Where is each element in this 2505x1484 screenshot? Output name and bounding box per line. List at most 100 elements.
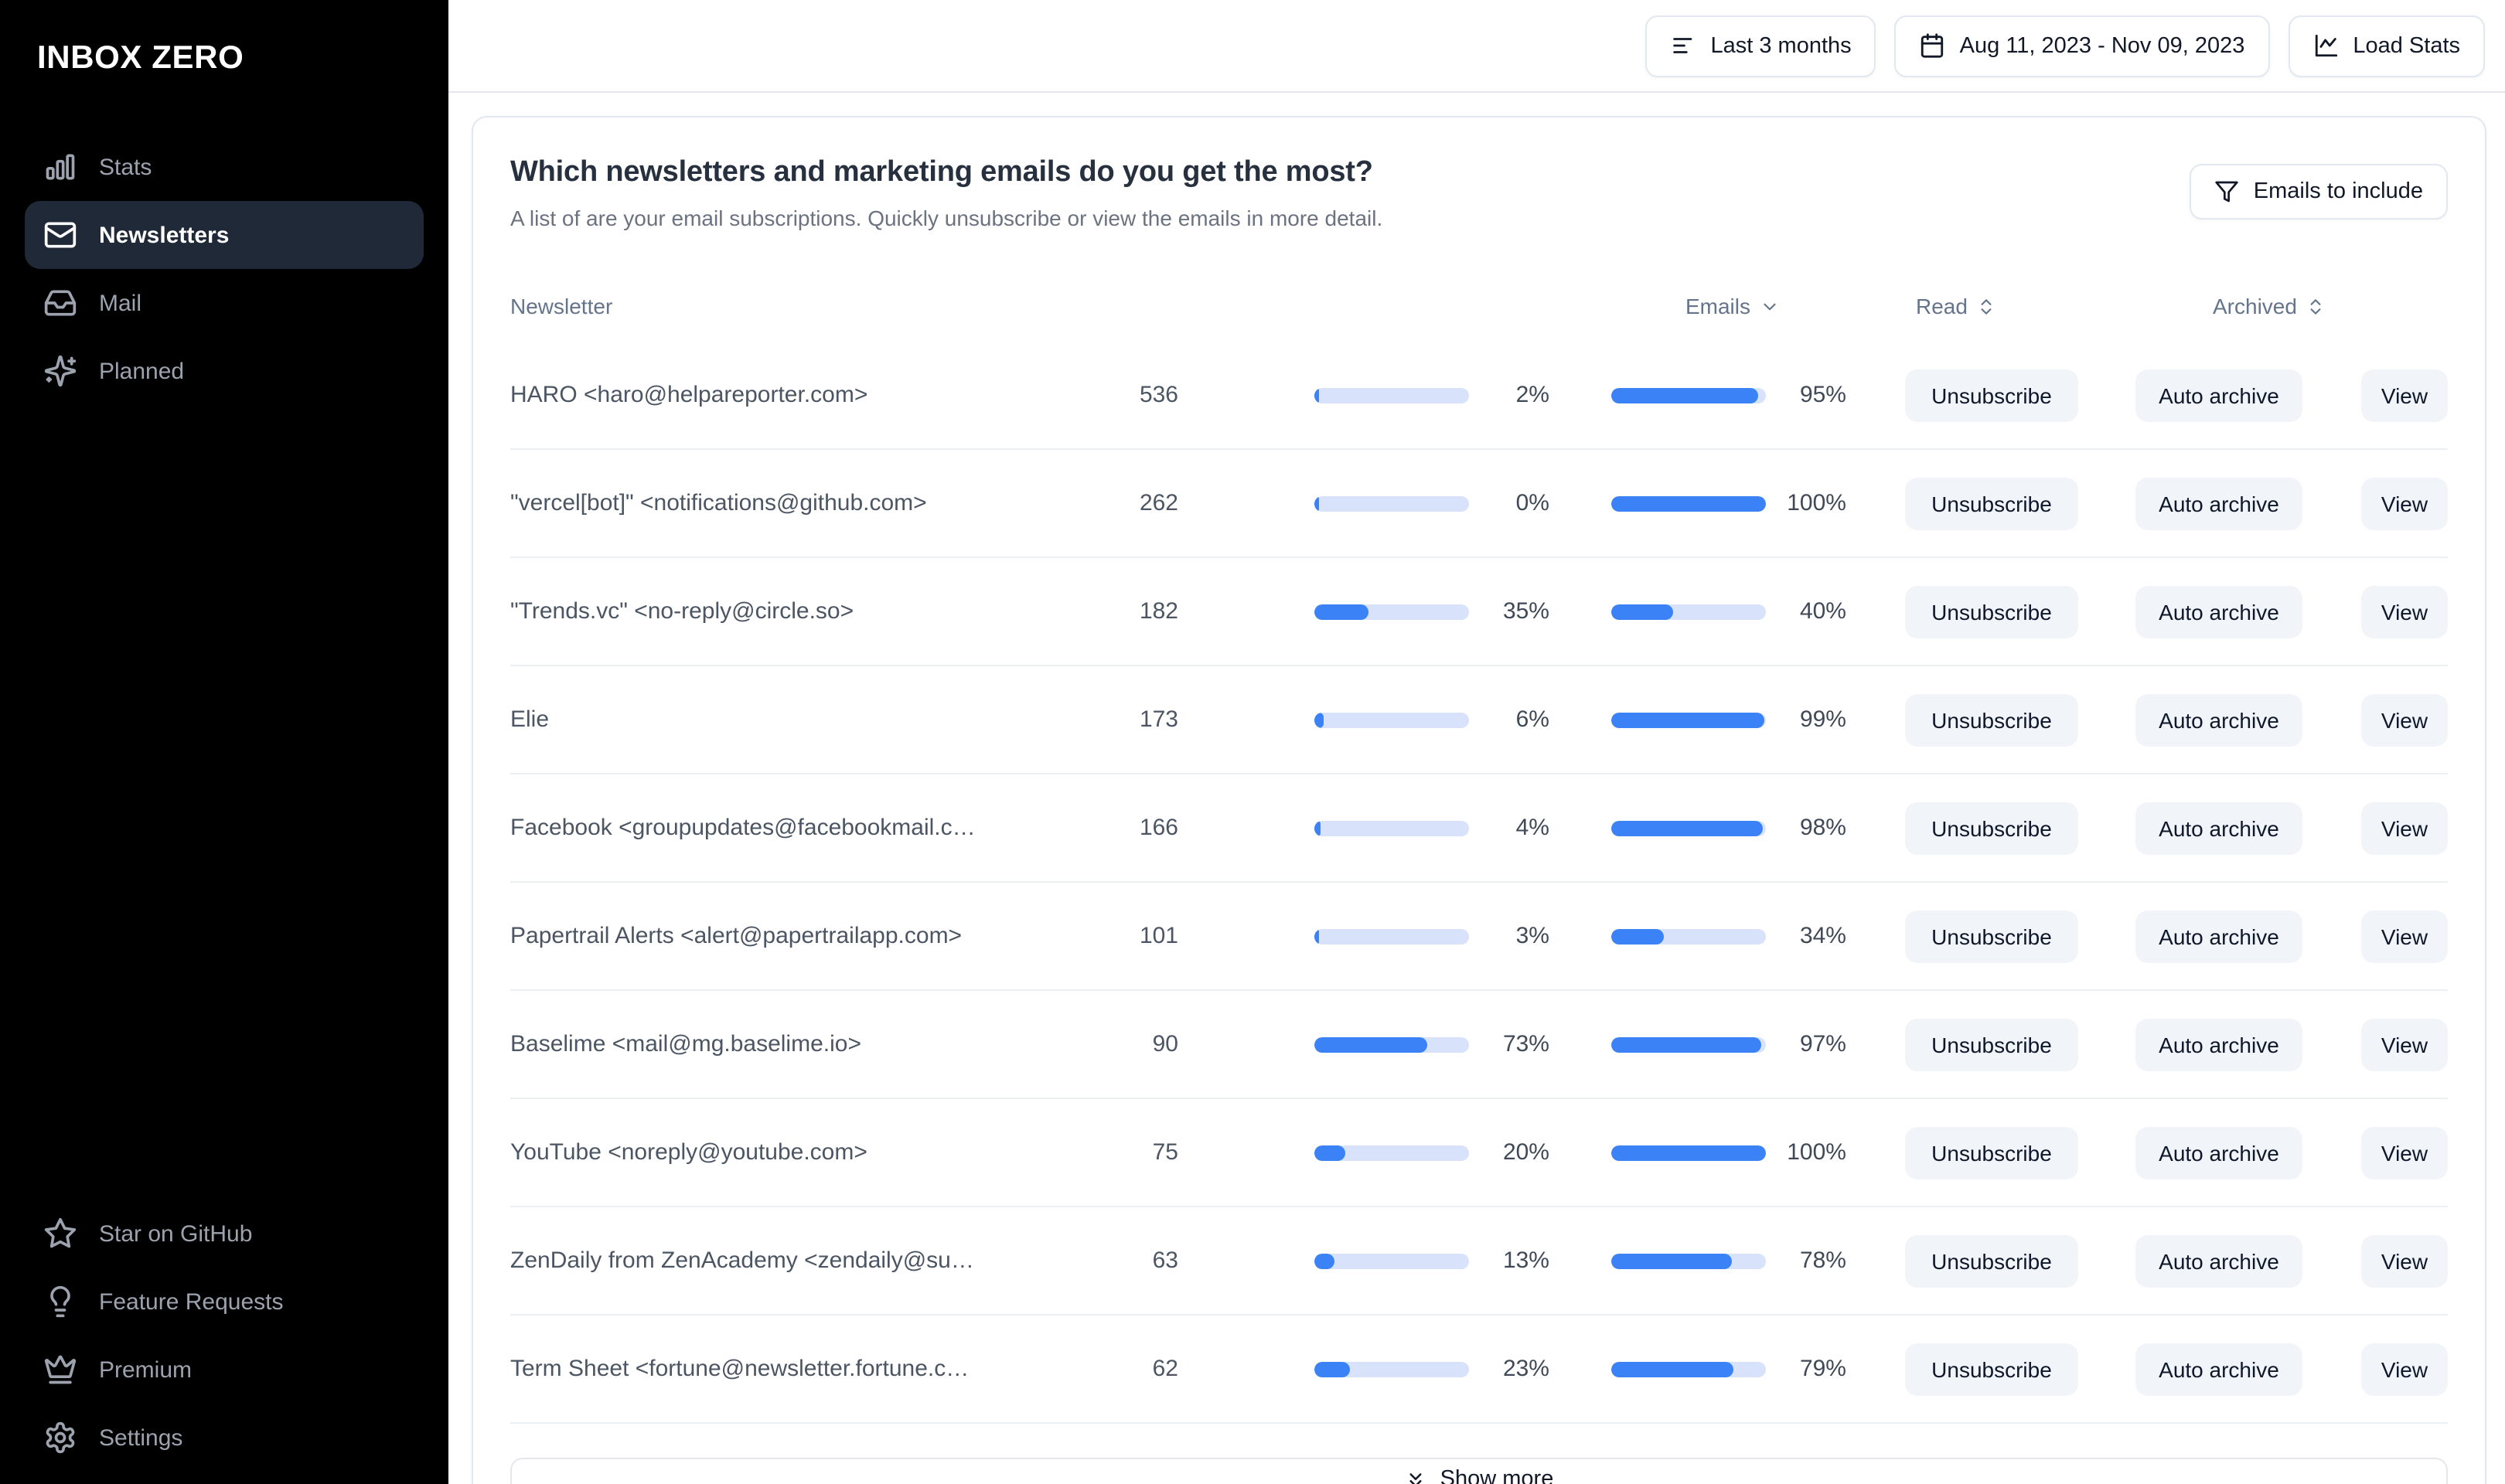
emails-count: 182 xyxy=(1139,598,1178,625)
archived-cell: 40% xyxy=(1611,598,1846,625)
archived-progress-bar xyxy=(1611,1253,1766,1268)
read-progress-bar xyxy=(1314,1036,1469,1052)
sidebar-item-stats[interactable]: Stats xyxy=(25,133,424,201)
read-percent: 23% xyxy=(1502,1356,1549,1382)
sidebar-item-label: Mail xyxy=(99,290,142,316)
topbar: Last 3 months Aug 11, 2023 - Nov 09, 202… xyxy=(448,0,2505,93)
page-title: Which newsletters and marketing emails d… xyxy=(510,156,1373,189)
sidebar: INBOX ZERO Stats Newsletters Mail xyxy=(0,0,448,1484)
read-cell: 6% xyxy=(1314,706,1549,733)
unsubscribe-button[interactable]: Unsubscribe xyxy=(1905,1343,2078,1395)
sidebar-item-planned[interactable]: Planned xyxy=(25,337,424,405)
table-row: ZenDaily from ZenAcademy <zendaily@subst… xyxy=(510,1207,2448,1316)
unsubscribe-button[interactable]: Unsubscribe xyxy=(1905,1234,2078,1287)
read-percent: 0% xyxy=(1515,490,1549,516)
auto-archive-button[interactable]: Auto archive xyxy=(2135,1018,2302,1070)
column-label: Read xyxy=(1916,294,1968,318)
emails-count: 166 xyxy=(1139,815,1178,841)
view-button[interactable]: View xyxy=(2361,802,2448,854)
unsubscribe-button[interactable]: Unsubscribe xyxy=(1905,1018,2078,1070)
sidebar-item-settings[interactable]: Settings xyxy=(25,1404,424,1472)
view-button[interactable]: View xyxy=(2361,369,2448,421)
newsletter-name: Term Sheet <fortune@newsletter.fortune.c… xyxy=(510,1356,977,1382)
sidebar-item-label: Stats xyxy=(99,154,152,180)
view-button[interactable]: View xyxy=(2361,1234,2448,1287)
period-selector-button[interactable]: Last 3 months xyxy=(1645,15,1876,77)
column-header-emails[interactable]: Emails xyxy=(1579,294,1780,318)
view-button[interactable]: View xyxy=(2361,910,2448,962)
emails-count: 536 xyxy=(1139,382,1178,408)
view-button[interactable]: View xyxy=(2361,693,2448,746)
view-button[interactable]: View xyxy=(2361,585,2448,638)
sidebar-item-newsletters[interactable]: Newsletters xyxy=(25,201,424,269)
unsubscribe-button[interactable]: Unsubscribe xyxy=(1905,693,2078,746)
archived-progress-bar xyxy=(1611,604,1766,619)
auto-archive-button[interactable]: Auto archive xyxy=(2135,802,2302,854)
column-header-read[interactable]: Read xyxy=(1916,294,2151,318)
main-area: Which newsletters and marketing emails d… xyxy=(448,93,2505,1484)
archived-percent: 78% xyxy=(1799,1247,1846,1274)
sidebar-item-star-on-github[interactable]: Star on GitHub xyxy=(25,1200,424,1268)
sidebar-item-premium[interactable]: Premium xyxy=(25,1336,424,1404)
emails-to-include-button[interactable]: Emails to include xyxy=(2190,164,2448,220)
column-header-archived[interactable]: Archived xyxy=(2213,294,2448,318)
unsubscribe-button[interactable]: Unsubscribe xyxy=(1905,477,2078,529)
sort-toggle-icon xyxy=(1982,298,1992,314)
date-range-button[interactable]: Aug 11, 2023 - Nov 09, 2023 xyxy=(1894,15,2270,77)
auto-archive-button[interactable]: Auto archive xyxy=(2135,477,2302,529)
show-more-button[interactable]: Show more xyxy=(510,1458,2448,1484)
sidebar-item-feature-requests[interactable]: Feature Requests xyxy=(25,1268,424,1336)
read-progress-bar xyxy=(1314,820,1469,836)
archived-bar-fill xyxy=(1611,604,1673,619)
archived-progress-bar xyxy=(1611,712,1766,727)
emails-count: 101 xyxy=(1139,923,1178,949)
auto-archive-button[interactable]: Auto archive xyxy=(2135,693,2302,746)
read-cell: 35% xyxy=(1314,598,1549,625)
read-cell: 73% xyxy=(1314,1031,1549,1057)
period-selector-label: Last 3 months xyxy=(1710,33,1852,58)
read-cell: 20% xyxy=(1314,1139,1549,1166)
content-column: Last 3 months Aug 11, 2023 - Nov 09, 202… xyxy=(448,0,2505,1484)
sort-toggle-icon xyxy=(2311,298,2322,314)
read-progress-bar xyxy=(1314,928,1469,944)
archived-cell: 78% xyxy=(1611,1247,1846,1274)
column-label: Emails xyxy=(1685,294,1750,318)
unsubscribe-button[interactable]: Unsubscribe xyxy=(1905,910,2078,962)
read-progress-bar xyxy=(1314,495,1469,511)
unsubscribe-button[interactable]: Unsubscribe xyxy=(1905,802,2078,854)
view-button[interactable]: View xyxy=(2361,1343,2448,1395)
auto-archive-button[interactable]: Auto archive xyxy=(2135,910,2302,962)
read-progress-bar xyxy=(1314,1253,1469,1268)
table-row: Elie 173 6% 99% Unsubscribe Auto archive… xyxy=(510,666,2448,774)
auto-archive-button[interactable]: Auto archive xyxy=(2135,369,2302,421)
auto-archive-button[interactable]: Auto archive xyxy=(2135,1343,2302,1395)
load-stats-button[interactable]: Load Stats xyxy=(2288,15,2485,77)
unsubscribe-button[interactable]: Unsubscribe xyxy=(1905,369,2078,421)
emails-count: 63 xyxy=(1152,1247,1178,1274)
newsletter-name: YouTube <noreply@youtube.com> xyxy=(510,1139,867,1166)
sidebar-spacer xyxy=(0,405,448,1200)
sidebar-item-mail[interactable]: Mail xyxy=(25,269,424,337)
view-button[interactable]: View xyxy=(2361,1018,2448,1070)
newsletter-name: "Trends.vc" <no-reply@circle.so> xyxy=(510,598,854,625)
read-cell: 2% xyxy=(1314,382,1549,408)
archived-progress-bar xyxy=(1611,1145,1766,1160)
view-button[interactable]: View xyxy=(2361,1126,2448,1179)
unsubscribe-button[interactable]: Unsubscribe xyxy=(1905,1126,2078,1179)
newsletter-name: Baselime <mail@mg.baselime.io> xyxy=(510,1031,861,1057)
view-button[interactable]: View xyxy=(2361,477,2448,529)
newsletter-name: ZenDaily from ZenAcademy <zendaily@subst… xyxy=(510,1247,977,1274)
unsubscribe-button[interactable]: Unsubscribe xyxy=(1905,585,2078,638)
read-percent: 13% xyxy=(1502,1247,1549,1274)
auto-archive-button[interactable]: Auto archive xyxy=(2135,585,2302,638)
star-icon xyxy=(43,1217,77,1251)
archived-percent: 79% xyxy=(1799,1356,1846,1382)
auto-archive-button[interactable]: Auto archive xyxy=(2135,1234,2302,1287)
archived-percent: 34% xyxy=(1799,923,1846,949)
emails-to-include-label: Emails to include xyxy=(2253,179,2423,204)
read-percent: 20% xyxy=(1502,1139,1549,1166)
auto-archive-button[interactable]: Auto archive xyxy=(2135,1126,2302,1179)
emails-count: 62 xyxy=(1152,1356,1178,1382)
sidebar-item-label: Premium xyxy=(99,1356,193,1383)
page-subtitle: A list of are your email subscriptions. … xyxy=(510,206,1383,230)
